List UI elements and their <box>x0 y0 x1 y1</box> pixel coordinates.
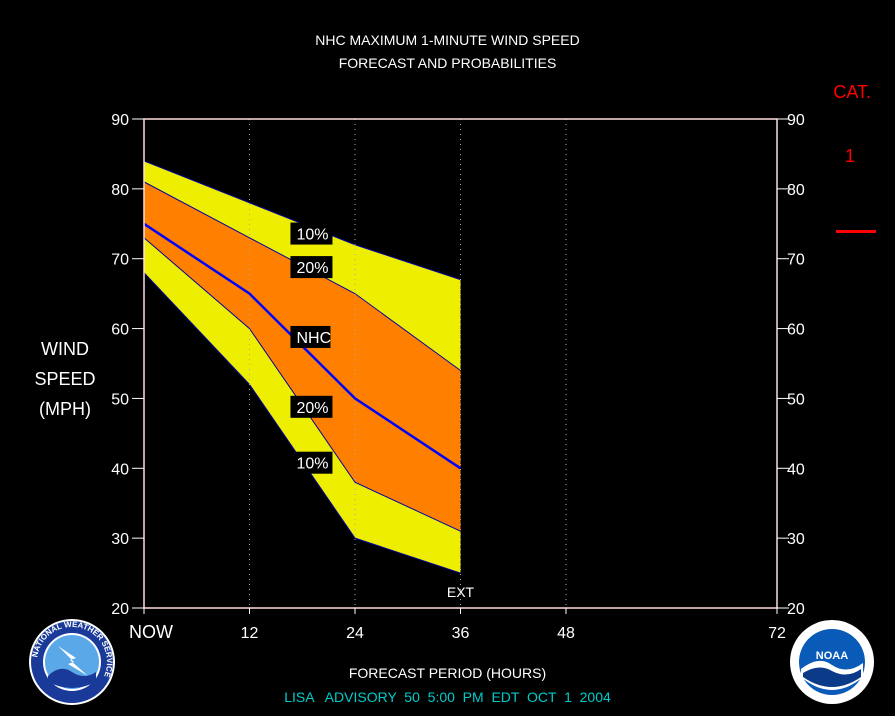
category-threshold-marker <box>836 229 876 233</box>
advisory-info: LISA ADVISORY 50 5:00 PM EDT OCT 1 2004 <box>284 689 611 705</box>
band-label: 20% <box>296 260 328 277</box>
x-axis-label: FORECAST PERIOD (HOURS) <box>348 665 547 681</box>
y-tick-label-right: 80 <box>787 182 805 199</box>
band-label-background <box>290 325 331 348</box>
band-label-background <box>290 222 333 245</box>
x-tick-label: 48 <box>557 625 575 642</box>
y-tick-label-right: 60 <box>787 322 805 339</box>
noaa-logo-text: NOAA <box>816 650 848 662</box>
y-tick-label-left: 80 <box>111 182 129 199</box>
category-label: CAT. <box>833 82 871 102</box>
y-tick-label-right: 50 <box>787 391 805 408</box>
band-label: 20% <box>296 400 328 417</box>
band-label-background <box>290 451 333 474</box>
band-label: 10% <box>296 227 328 244</box>
x-tick-label: 72 <box>768 625 786 642</box>
y-tick-label-right: 30 <box>787 531 805 548</box>
y-tick-label-right: 70 <box>787 252 805 269</box>
y-axis-label-line-1: WIND <box>41 339 89 359</box>
x-tick-label: NOW <box>129 622 173 642</box>
x-tick-label: 12 <box>241 625 259 642</box>
y-tick-label-left: 20 <box>111 601 129 618</box>
y-axis-label-line-2: SPEED <box>34 369 96 389</box>
band-label-background <box>290 395 333 418</box>
band-label: 10% <box>296 456 328 473</box>
y-tick-label-left: 70 <box>111 252 129 269</box>
extended-forecast-annotation: EXT <box>447 584 475 600</box>
y-tick-label-left: 60 <box>111 322 129 339</box>
y-tick-label-left: 30 <box>111 531 129 548</box>
chart-title-line-2: FORECAST AND PROBABILITIES <box>338 55 557 71</box>
y-tick-label-right: 90 <box>787 112 805 129</box>
inner-probability-band <box>144 181 461 532</box>
y-tick-label-right: 40 <box>787 461 805 478</box>
category-1-label: 1 <box>845 146 856 166</box>
y-axis-label-line-3: (MPH) <box>39 399 91 419</box>
x-tick-label: 24 <box>346 625 364 642</box>
chart-title-line-1: NHC MAXIMUM 1-MINUTE WIND SPEED <box>315 32 580 48</box>
y-tick-label-right: 20 <box>787 601 805 618</box>
x-tick-label: 36 <box>452 625 470 642</box>
y-tick-label-left: 40 <box>111 461 129 478</box>
band-label-background <box>290 256 333 279</box>
band-label: NHC <box>296 330 331 347</box>
noaa-logo: NOAA <box>790 620 874 704</box>
y-tick-label-left: 90 <box>111 112 129 129</box>
nws-logo: NATIONAL WEATHER SERVICE <box>29 619 115 705</box>
y-tick-label-left: 50 <box>111 391 129 408</box>
